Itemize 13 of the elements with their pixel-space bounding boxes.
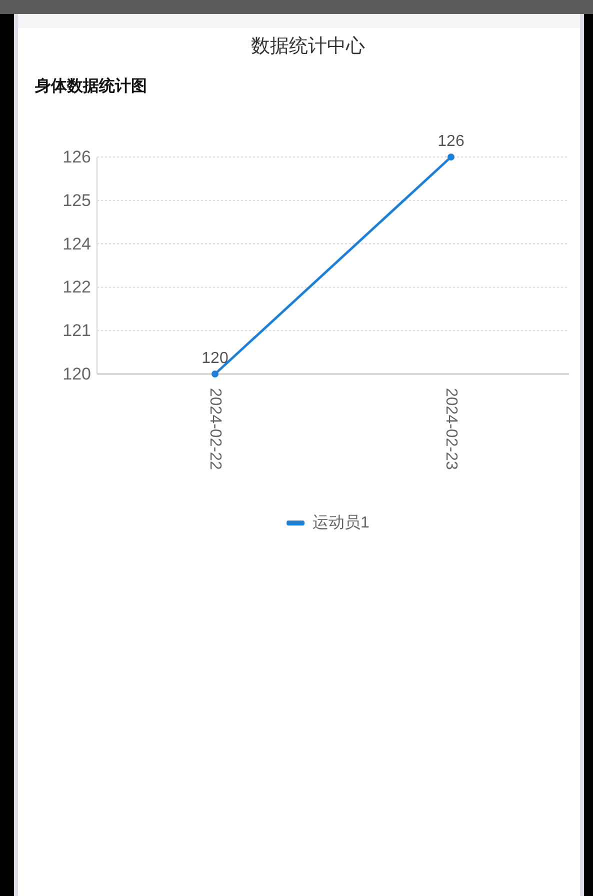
y-tick-label: 120 [62, 364, 91, 384]
y-tick-label: 124 [62, 234, 91, 254]
x-tick-label: 2024-02-22 [206, 388, 224, 470]
chart-title: 数据统计中心 [251, 35, 365, 57]
data-label: 120 [202, 350, 228, 367]
y-tick-label: 121 [62, 321, 91, 340]
legend-label: 运动员1 [312, 514, 370, 532]
data-label: 126 [438, 133, 464, 150]
y-tick-label: 122 [62, 278, 91, 297]
y-tick-label: 125 [62, 190, 91, 210]
chart-subtitle: 身体数据统计图 [34, 77, 147, 95]
x-tick-label: 2024-02-23 [442, 388, 460, 470]
y-tick-label: 126 [62, 148, 91, 166]
